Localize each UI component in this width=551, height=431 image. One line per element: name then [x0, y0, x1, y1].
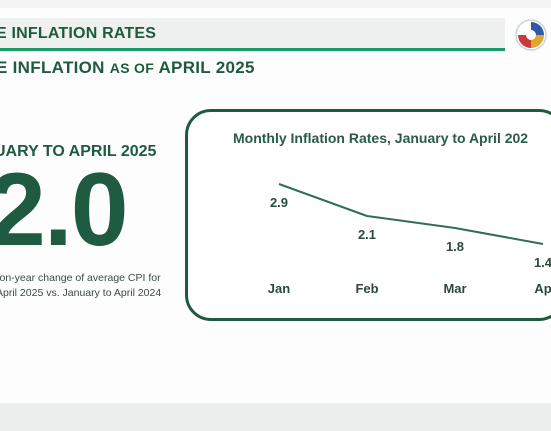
summary-period: UARY TO APRIL 2025 [0, 143, 157, 160]
subheading: E INFLATION AS OF APRIL 2025 [0, 58, 255, 78]
series-line [278, 183, 544, 245]
x-tick-1: Feb [355, 281, 378, 296]
summary-description-line2: April 2025 vs. January to April 2024 [0, 287, 162, 299]
data-label-2: 1.8 [446, 239, 464, 254]
title-banner [0, 18, 505, 52]
data-label-0: 2.9 [270, 195, 288, 210]
data-label-3: 1.4 [534, 255, 551, 270]
x-tick-2: Mar [443, 281, 466, 296]
summary-value: 2.0 [0, 152, 129, 268]
agency-logo-icon [515, 19, 547, 51]
data-label-1: 2.1 [358, 227, 376, 242]
line-chart: 2.9 2.1 1.8 1.4 Jan Feb Mar Ap [268, 183, 551, 296]
banner-rule [0, 48, 505, 51]
summary-description-line1: -on-year change of average CPI for [0, 272, 161, 284]
subheading-date: APRIL 2025 [158, 58, 255, 77]
summary-description: -on-year change of average CPI for April… [0, 271, 176, 301]
bottom-strip [0, 403, 551, 431]
banner-title: E INFLATION RATES [0, 25, 157, 42]
chart-title: Monthly Inflation Rates, January to Apri… [233, 130, 529, 146]
subheading-main: E INFLATION [0, 58, 105, 77]
subheading-as-of: AS OF [109, 60, 155, 76]
x-tick-0: Jan [268, 281, 290, 296]
chart-card [185, 109, 551, 321]
x-tick-3: Ap [534, 281, 551, 296]
